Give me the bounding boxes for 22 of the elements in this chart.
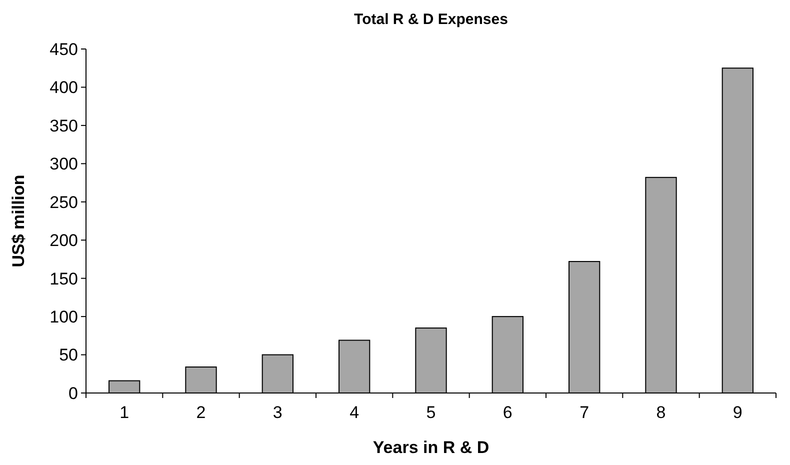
x-tick-label: 6 — [502, 403, 512, 422]
y-tick-label: 150 — [50, 269, 78, 288]
y-tick-label: 350 — [50, 116, 78, 136]
y-tick-label: 400 — [50, 78, 78, 98]
y-tick-label: 300 — [50, 154, 78, 174]
y-tick-label: 200 — [50, 231, 78, 250]
x-axis-title: Years in R & D — [372, 438, 490, 457]
x-tick-label: 9 — [732, 403, 742, 422]
x-tick-label: 7 — [580, 403, 590, 422]
y-tick-label: 450 — [50, 40, 78, 59]
x-tick-label: 5 — [426, 403, 436, 422]
y-tick-label: 100 — [50, 308, 78, 327]
y-tick-label: 50 — [59, 346, 78, 365]
x-tick-label: 1 — [120, 403, 130, 422]
y-tick-label: 0 — [68, 384, 78, 403]
x-tick-label: 2 — [196, 403, 206, 422]
chart-title: Total R & D Expenses — [354, 11, 508, 28]
y-axis-title: US$ million — [9, 174, 28, 268]
y-tick-label: 250 — [50, 192, 78, 212]
x-tick-label: 4 — [350, 403, 360, 422]
x-tick-label: 3 — [272, 403, 282, 422]
x-tick-label: 8 — [656, 403, 666, 422]
